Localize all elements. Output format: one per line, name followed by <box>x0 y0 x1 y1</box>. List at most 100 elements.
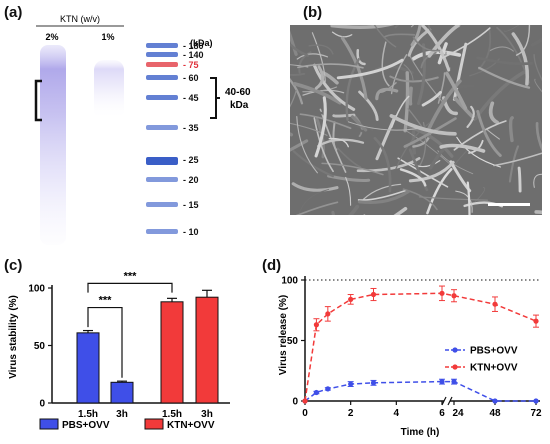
chart-d-point <box>348 296 354 302</box>
sem-fiber <box>389 114 457 136</box>
chart-d-ytick-label: 0 <box>292 397 298 408</box>
sem-fiber <box>314 96 327 158</box>
chart-d-legend-marker <box>452 347 458 353</box>
sem-fiber <box>312 63 356 111</box>
bracket-left <box>34 79 42 122</box>
sem-fiber <box>314 65 325 90</box>
sem-fiber <box>308 44 334 55</box>
chart-d-ytick-label: 50 <box>287 336 299 347</box>
chart-c-significance: *** *** <box>87 270 173 378</box>
chart-d-point <box>451 293 457 299</box>
chart-c-bar <box>110 381 134 404</box>
sem-fiber <box>290 43 310 57</box>
sem-fiber <box>403 71 410 133</box>
sem-fiber <box>290 77 304 105</box>
marker-label-75: - 75 <box>183 60 199 70</box>
chart-c-bar <box>195 296 219 404</box>
sem-fiber <box>486 128 500 140</box>
chart-d-xtick-label: 48 <box>489 408 501 419</box>
marker-label-140: - 140 <box>183 50 204 60</box>
sem-fiber <box>466 105 475 128</box>
chart-d-legend: PBS+OVV KTN+OVV <box>445 346 518 374</box>
sem-fiber <box>407 125 454 158</box>
chart-d-point <box>533 318 539 324</box>
sem-fiber <box>328 137 349 148</box>
sem-fiber <box>345 176 352 206</box>
sem-fiber <box>454 84 475 89</box>
sem-fiber <box>321 162 384 176</box>
sem-fiber <box>296 116 318 174</box>
marker-band-140 <box>146 52 178 57</box>
sem-fiber <box>426 79 462 133</box>
chart-d-xtick-label: 4 <box>394 408 400 419</box>
sem-fiber <box>477 28 492 70</box>
sem-fiber <box>530 37 542 47</box>
gel-image: KTN (w/v) 2% 1% (kDa) - 180- 140- 75 - 60… <box>34 14 251 245</box>
sem-fiber <box>375 115 397 161</box>
sem-fiber <box>357 190 410 204</box>
sem-fiber <box>411 25 415 28</box>
panel-label-a: (a) <box>4 4 23 21</box>
marker-label-60: - 60 <box>183 73 199 83</box>
sem-fiber <box>511 32 530 86</box>
lane-1pct-smear <box>94 60 124 120</box>
chart-c-legend: PBS+OVV KTN+OVV <box>39 418 215 431</box>
chart-d-line-ktn <box>304 292 537 402</box>
sem-fiber <box>311 32 326 82</box>
chart-c-bars <box>76 289 219 404</box>
marker-band-15 <box>146 202 178 207</box>
sem-fiber <box>399 168 427 187</box>
chart-d-point <box>492 398 498 404</box>
range-label-line1: 40-60 <box>225 87 251 98</box>
sem-fiber <box>437 72 446 104</box>
chart-d-point <box>451 379 457 385</box>
sem-fiber <box>295 201 339 215</box>
sem-fiber <box>534 78 542 93</box>
sem-fiber <box>488 101 499 125</box>
chart-d-xtick-label: 24 <box>452 408 464 419</box>
sem-fiber <box>332 113 356 118</box>
sem-fiber <box>403 64 414 82</box>
sem-fiber <box>393 206 408 215</box>
chart-c-sig-bracket <box>87 282 173 293</box>
sem-fiber <box>350 115 368 132</box>
range-label-line2: kDa <box>230 100 249 111</box>
marker-band-60 <box>146 75 178 80</box>
chart-d-axis-break <box>447 396 453 406</box>
sem-fiber <box>418 196 488 201</box>
sem-fiber <box>417 43 426 106</box>
chart-d-xtick-label: 0 <box>302 408 308 419</box>
sem-fiber <box>296 53 329 60</box>
sem-fiber <box>315 117 326 159</box>
sem-fiber <box>373 25 397 48</box>
marker-band-20 <box>146 177 178 182</box>
sem-fiber <box>375 87 399 101</box>
sem-fiber <box>293 82 342 105</box>
sem-fiber <box>302 86 338 93</box>
sem-fiber <box>515 25 531 56</box>
lane-label-1pct: 1% <box>101 32 114 42</box>
sem-fiber <box>389 75 439 83</box>
sem-fiber <box>508 116 514 143</box>
sem-fiber <box>533 54 542 82</box>
sem-fiber <box>330 25 395 29</box>
sem-fibers <box>290 25 542 215</box>
sem-fiber <box>533 173 542 188</box>
chart-c-sig-label: *** <box>124 270 138 282</box>
sem-fiber <box>290 30 298 56</box>
marker-label-180: - 180 <box>183 41 204 51</box>
chart-c: Virus stability (%) 0 50 100 1.5h 3h 1.5h 3h *… <box>8 270 230 431</box>
sem-fiber <box>390 95 410 128</box>
sem-fiber <box>409 160 441 168</box>
chart-d-ylabel: Virus release (%) <box>278 295 289 375</box>
chart-d-point <box>533 398 539 404</box>
chart-d-axis-break <box>441 396 447 406</box>
chart-d-point <box>313 389 320 396</box>
marker-label-35: - 35 <box>183 123 199 133</box>
chart-c-ytick-label: 100 <box>28 284 45 295</box>
sem-fiber <box>290 72 306 76</box>
chart-d-xtick-label: 2 <box>348 408 354 419</box>
chart-c-sig-label: *** <box>99 295 113 307</box>
